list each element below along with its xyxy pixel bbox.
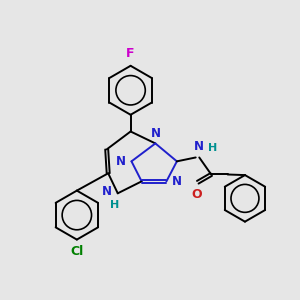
Text: H: H (110, 200, 119, 210)
Text: H: H (208, 143, 217, 153)
Text: Cl: Cl (70, 245, 83, 258)
Text: N: N (116, 155, 126, 168)
Text: F: F (126, 47, 135, 60)
Text: N: N (194, 140, 204, 153)
Text: N: N (151, 127, 161, 140)
Text: N: N (172, 175, 182, 188)
Text: O: O (191, 188, 202, 201)
Text: N: N (102, 185, 112, 198)
